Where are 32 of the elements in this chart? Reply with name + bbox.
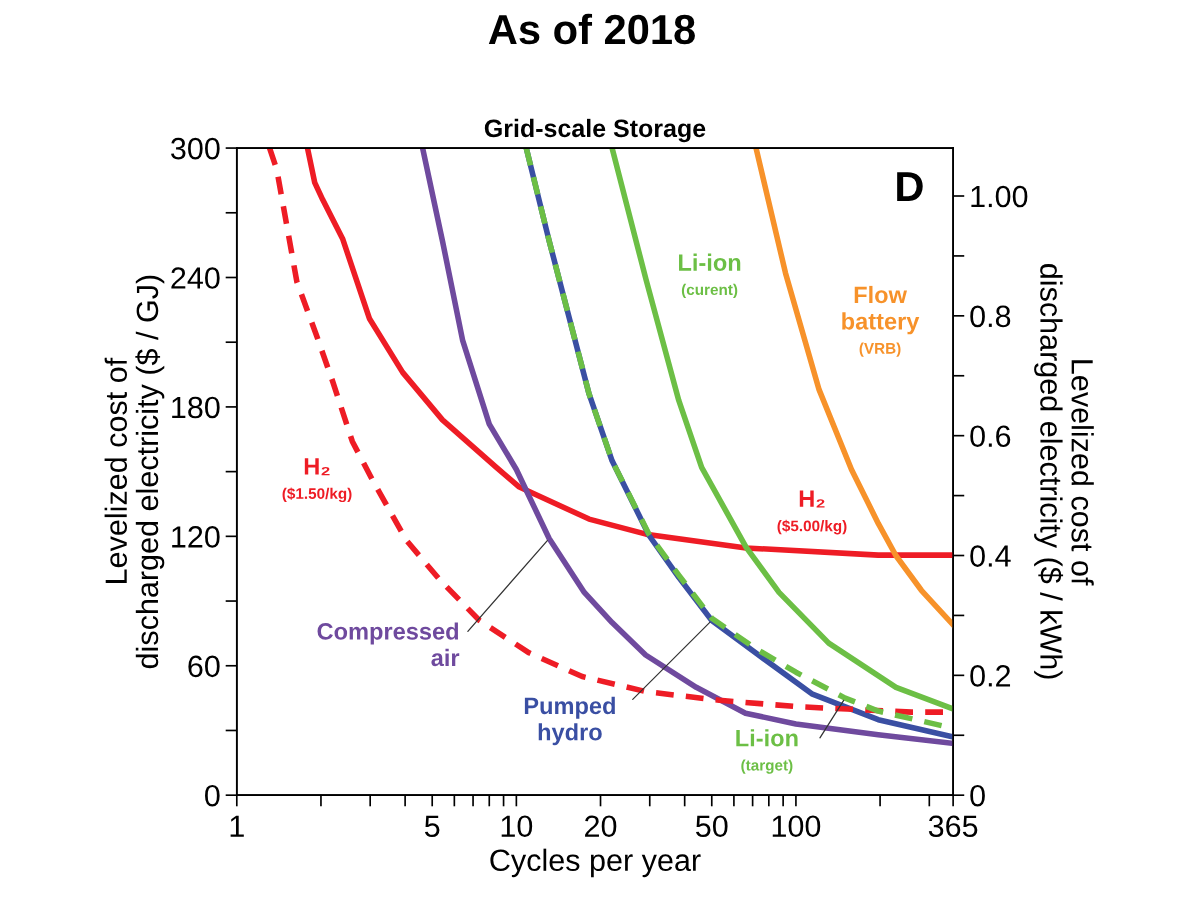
x-tick-label: 100 — [772, 815, 821, 838]
y-tick-label: 180 — [172, 396, 220, 419]
y2-tick-label: 0.4 — [970, 545, 1011, 567]
y2-tick-label: 0 — [970, 784, 985, 807]
y2-tick-label: 0.2 — [970, 665, 1011, 687]
y-tick-label: 60 — [188, 655, 220, 678]
y-tick-label: 0 — [205, 784, 220, 807]
series-label: Flow battery (VRB) — [842, 285, 920, 357]
series-label: H₂ ($1.50/kg) — [282, 458, 352, 503]
annotation: D — [897, 172, 923, 201]
series-label: Li-ion (curent) — [679, 253, 741, 299]
y2-axis-title: Levelized cost of discharged electricity ($ / kWh) — [1034, 264, 1094, 679]
chart-subtitle: Grid-scale Storage — [484, 118, 706, 143]
y-tick-label: 300 — [171, 137, 220, 160]
y2-tick-label: 0.8 — [970, 305, 1011, 328]
x-tick-label: 5 — [424, 815, 440, 838]
y2-tick-label: 0.6 — [970, 425, 1011, 448]
text: Pumped hydro — [524, 696, 615, 746]
series-label: H₂ ($5.00/kg) — [777, 490, 847, 535]
x-tick-label: 20 — [585, 815, 617, 838]
x-tick-label: 10 — [501, 815, 533, 838]
y-tick-label: 240 — [171, 267, 220, 289]
x-tick-label: 1 — [230, 815, 244, 837]
chart-title: As of 2018 — [488, 13, 695, 45]
x-axis-title: Cycles per year — [490, 848, 701, 878]
text: Li-ion (target) — [736, 729, 798, 774]
x-tick-label: 50 — [696, 815, 728, 838]
y-axis-title: Levelized cost of discharged electricity ($ / GJ) — [104, 275, 165, 669]
text: Compressed air — [317, 622, 460, 667]
y-tick-label: 120 — [172, 526, 220, 548]
x-tick-label: 365 — [928, 815, 978, 838]
y2-tick-label: 1.00 — [971, 185, 1028, 208]
